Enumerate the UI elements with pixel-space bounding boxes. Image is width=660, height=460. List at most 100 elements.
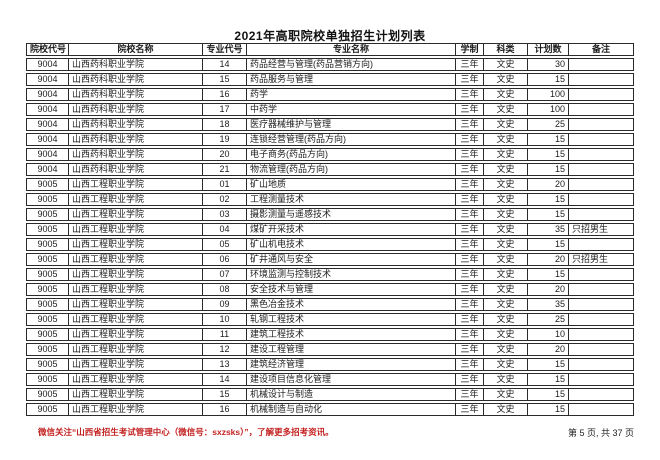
cell-major-name: 矿井通风与安全 — [247, 253, 456, 266]
table-body: 9004 山西药科职业学院 14 药品经营与管理(药品营销方向) 三年 文史 3… — [26, 58, 634, 416]
cell-plan-count: 15 — [528, 133, 569, 146]
cell-subject-category: 文史 — [484, 328, 528, 341]
cell-college-code: 9005 — [26, 193, 69, 206]
cell-major-name: 黑色冶金技术 — [247, 298, 456, 311]
cell-remark — [569, 238, 634, 251]
header-subject-category: 科类 — [484, 43, 528, 56]
cell-duration: 三年 — [456, 163, 484, 176]
cell-college-name: 山西工程职业学院 — [69, 208, 203, 221]
cell-college-code: 9005 — [26, 358, 69, 371]
cell-remark — [569, 148, 634, 161]
cell-major-code: 06 — [203, 253, 247, 266]
enrollment-plan-table-wrap: 院校代号 院校名称 专业代号 专业名称 学制 科类 计划数 备注 9004 山西… — [26, 41, 634, 418]
cell-plan-count: 35 — [528, 223, 569, 236]
cell-duration: 三年 — [456, 133, 484, 146]
cell-college-code: 9004 — [26, 133, 69, 146]
cell-major-name: 电子商务(药品方向) — [247, 148, 456, 161]
cell-major-name: 环境监测与控制技术 — [247, 268, 456, 281]
cell-major-code: 07 — [203, 268, 247, 281]
cell-major-code: 01 — [203, 178, 247, 191]
cell-subject-category: 文史 — [484, 313, 528, 326]
cell-plan-count: 20 — [528, 283, 569, 296]
cell-major-name: 建设项目信息化管理 — [247, 373, 456, 386]
cell-college-code: 9005 — [26, 373, 69, 386]
cell-college-code: 9005 — [26, 313, 69, 326]
cell-college-code: 9004 — [26, 103, 69, 116]
cell-remark — [569, 373, 634, 386]
table-row: 9005 山西工程职业学院 15 机械设计与制造 三年 文史 15 — [26, 388, 634, 401]
cell-major-code: 14 — [203, 373, 247, 386]
cell-major-code: 13 — [203, 358, 247, 371]
cell-major-code: 18 — [203, 118, 247, 131]
cell-subject-category: 文史 — [484, 208, 528, 221]
table-row: 9005 山西工程职业学院 08 安全技术与管理 三年 文史 20 — [26, 283, 634, 296]
cell-plan-count: 20 — [528, 178, 569, 191]
cell-college-code: 9005 — [26, 178, 69, 191]
cell-college-name: 山西工程职业学院 — [69, 373, 203, 386]
cell-remark — [569, 208, 634, 221]
cell-major-code: 21 — [203, 163, 247, 176]
table-row: 9005 山西工程职业学院 16 机械制造与自动化 三年 文史 15 — [26, 403, 634, 416]
cell-remark — [569, 388, 634, 401]
cell-subject-category: 文史 — [484, 388, 528, 401]
cell-remark — [569, 118, 634, 131]
cell-major-name: 中药学 — [247, 103, 456, 116]
cell-major-name: 煤矿开采技术 — [247, 223, 456, 236]
cell-college-name: 山西工程职业学院 — [69, 253, 203, 266]
cell-plan-count: 25 — [528, 313, 569, 326]
cell-subject-category: 文史 — [484, 283, 528, 296]
cell-major-code: 09 — [203, 298, 247, 311]
cell-college-code: 9005 — [26, 253, 69, 266]
cell-duration: 三年 — [456, 268, 484, 281]
table-row: 9004 山西药科职业学院 19 连锁经营管理(药品方向) 三年 文史 15 — [26, 133, 634, 146]
table-row: 9004 山西药科职业学院 16 药学 三年 文史 100 — [26, 88, 634, 101]
header-duration: 学制 — [456, 43, 484, 56]
cell-duration: 三年 — [456, 208, 484, 221]
cell-duration: 三年 — [456, 358, 484, 371]
cell-duration: 三年 — [456, 118, 484, 131]
cell-plan-count: 25 — [528, 118, 569, 131]
cell-college-code: 9004 — [26, 73, 69, 86]
cell-remark — [569, 358, 634, 371]
table-row: 9005 山西工程职业学院 07 环境监测与控制技术 三年 文史 15 — [26, 268, 634, 281]
cell-plan-count: 20 — [528, 253, 569, 266]
cell-college-code: 9005 — [26, 298, 69, 311]
cell-college-code: 9004 — [26, 163, 69, 176]
cell-remark — [569, 133, 634, 146]
table-row: 9005 山西工程职业学院 11 建筑工程技术 三年 文史 10 — [26, 328, 634, 341]
cell-college-name: 山西工程职业学院 — [69, 298, 203, 311]
cell-remark — [569, 298, 634, 311]
cell-remark — [569, 283, 634, 296]
cell-remark — [569, 193, 634, 206]
cell-plan-count: 100 — [528, 103, 569, 116]
cell-major-code: 11 — [203, 328, 247, 341]
cell-duration: 三年 — [456, 253, 484, 266]
cell-duration: 三年 — [456, 58, 484, 71]
cell-plan-count: 100 — [528, 88, 569, 101]
cell-college-code: 9005 — [26, 283, 69, 296]
cell-duration: 三年 — [456, 403, 484, 416]
cell-major-code: 10 — [203, 313, 247, 326]
cell-major-code: 19 — [203, 133, 247, 146]
cell-college-code: 9004 — [26, 58, 69, 71]
table-row: 9004 山西药科职业学院 14 药品经营与管理(药品营销方向) 三年 文史 3… — [26, 58, 634, 71]
cell-duration: 三年 — [456, 298, 484, 311]
cell-subject-category: 文史 — [484, 133, 528, 146]
table-row: 9005 山西工程职业学院 01 矿山地质 三年 文史 20 — [26, 178, 634, 191]
cell-major-code: 03 — [203, 208, 247, 221]
cell-college-code: 9004 — [26, 88, 69, 101]
cell-subject-category: 文史 — [484, 103, 528, 116]
cell-college-code: 9005 — [26, 403, 69, 416]
cell-duration: 三年 — [456, 388, 484, 401]
cell-college-code: 9005 — [26, 388, 69, 401]
cell-college-name: 山西工程职业学院 — [69, 268, 203, 281]
cell-remark — [569, 163, 634, 176]
header-plan-count: 计划数 — [528, 43, 569, 56]
cell-remark — [569, 313, 634, 326]
table-row: 9004 山西药科职业学院 20 电子商务(药品方向) 三年 文史 15 — [26, 148, 634, 161]
cell-college-code: 9005 — [26, 208, 69, 221]
cell-remark — [569, 73, 634, 86]
cell-duration: 三年 — [456, 313, 484, 326]
cell-college-code: 9005 — [26, 238, 69, 251]
